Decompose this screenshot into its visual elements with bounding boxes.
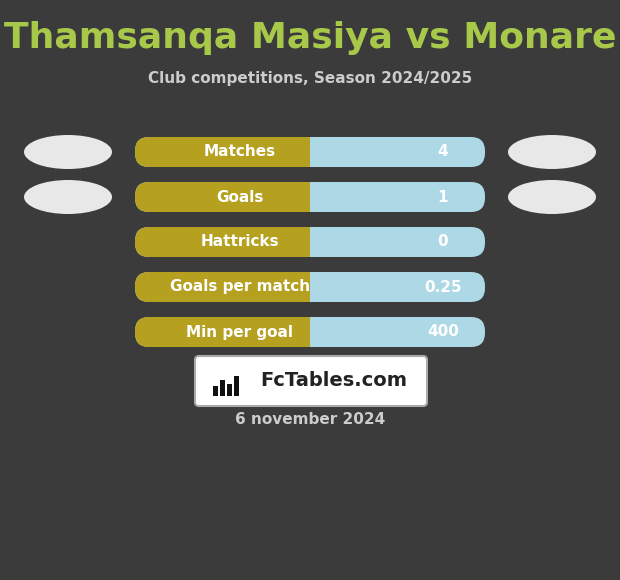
Ellipse shape	[24, 180, 112, 214]
Bar	[227, 384, 232, 396]
FancyBboxPatch shape	[195, 356, 427, 406]
Ellipse shape	[508, 135, 596, 169]
Text: 6 november 2024: 6 november 2024	[235, 412, 385, 427]
Bar	[310, 317, 325, 347]
Ellipse shape	[24, 135, 112, 169]
FancyBboxPatch shape	[135, 137, 485, 167]
Text: 1: 1	[438, 190, 448, 205]
Text: 0: 0	[438, 234, 448, 249]
Bar	[234, 376, 239, 396]
FancyBboxPatch shape	[135, 317, 324, 347]
Ellipse shape	[508, 180, 596, 214]
FancyBboxPatch shape	[135, 272, 324, 302]
Bar	[220, 380, 225, 396]
Bar	[310, 227, 325, 257]
FancyBboxPatch shape	[135, 317, 485, 347]
Text: 0.25: 0.25	[424, 280, 462, 295]
FancyBboxPatch shape	[135, 227, 324, 257]
Text: Goals per match: Goals per match	[170, 280, 310, 295]
Bar	[310, 137, 325, 167]
Bar	[310, 272, 325, 302]
Text: Matches: Matches	[204, 144, 276, 160]
FancyBboxPatch shape	[135, 182, 324, 212]
FancyBboxPatch shape	[135, 137, 324, 167]
Text: 4: 4	[438, 144, 448, 160]
Text: Hattricks: Hattricks	[201, 234, 280, 249]
Bar	[213, 386, 218, 396]
Bar	[310, 182, 325, 212]
FancyBboxPatch shape	[135, 272, 485, 302]
Text: FcTables.com: FcTables.com	[260, 372, 407, 390]
Text: Goals: Goals	[216, 190, 264, 205]
FancyBboxPatch shape	[135, 182, 485, 212]
Text: 400: 400	[427, 324, 459, 339]
Text: Min per goal: Min per goal	[187, 324, 293, 339]
Text: Thamsanqa Masiya vs Monare: Thamsanqa Masiya vs Monare	[4, 21, 616, 55]
FancyBboxPatch shape	[135, 227, 485, 257]
Text: Club competitions, Season 2024/2025: Club competitions, Season 2024/2025	[148, 71, 472, 85]
